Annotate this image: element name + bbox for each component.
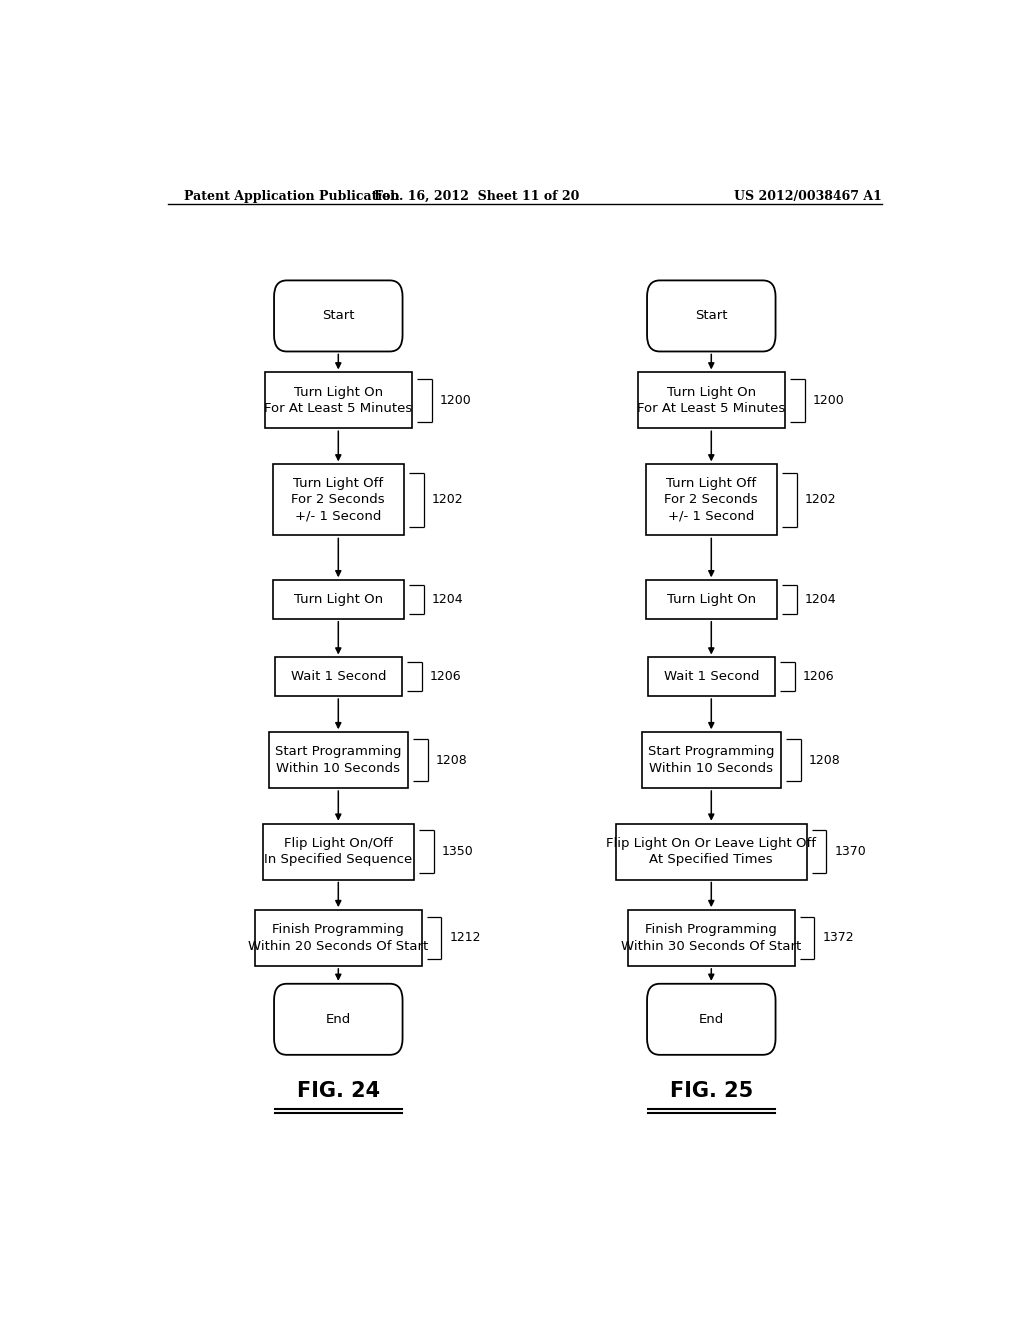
Text: Flip Light On/Off
In Specified Sequence: Flip Light On/Off In Specified Sequence [264, 837, 413, 866]
Text: 1208: 1208 [809, 754, 841, 767]
Bar [274, 657, 401, 696]
Bar [646, 581, 777, 619]
Text: Feb. 16, 2012  Sheet 11 of 20: Feb. 16, 2012 Sheet 11 of 20 [375, 190, 580, 202]
Bar [255, 909, 422, 966]
Bar [272, 581, 403, 619]
Text: End: End [698, 1012, 724, 1026]
Text: Wait 1 Second: Wait 1 Second [291, 671, 386, 684]
Text: 1208: 1208 [435, 754, 467, 767]
Text: Turn Light On
For At Least 5 Minutes: Turn Light On For At Least 5 Minutes [637, 385, 785, 414]
Text: Finish Programming
Within 20 Seconds Of Start: Finish Programming Within 20 Seconds Of … [248, 923, 428, 953]
Bar [269, 733, 408, 788]
Text: 1206: 1206 [803, 671, 835, 684]
Bar [265, 372, 412, 428]
Text: 1202: 1202 [431, 494, 463, 507]
Text: 1200: 1200 [439, 393, 471, 407]
Text: Flip Light On Or Leave Light Off
At Specified Times: Flip Light On Or Leave Light Off At Spec… [606, 837, 816, 866]
Bar [638, 372, 784, 428]
Text: Start: Start [695, 309, 727, 322]
Text: 1212: 1212 [450, 932, 481, 945]
Text: Turn Light On: Turn Light On [667, 593, 756, 606]
Text: Turn Light On
For At Least 5 Minutes: Turn Light On For At Least 5 Minutes [264, 385, 413, 414]
Bar [272, 465, 403, 536]
Text: 1204: 1204 [431, 593, 463, 606]
Text: 1202: 1202 [805, 494, 837, 507]
Text: End: End [326, 1012, 351, 1026]
FancyBboxPatch shape [274, 280, 402, 351]
Text: 1200: 1200 [812, 393, 844, 407]
Bar [642, 733, 780, 788]
Bar [648, 657, 775, 696]
Text: Start Programming
Within 10 Seconds: Start Programming Within 10 Seconds [648, 746, 774, 775]
Text: FIG. 24: FIG. 24 [297, 1081, 380, 1101]
Bar [628, 909, 795, 966]
Text: Start: Start [323, 309, 354, 322]
Text: 1206: 1206 [430, 671, 461, 684]
Text: 1372: 1372 [822, 932, 854, 945]
Text: 1204: 1204 [805, 593, 837, 606]
Text: Turn Light On: Turn Light On [294, 593, 383, 606]
Text: Patent Application Publication: Patent Application Publication [183, 190, 399, 202]
Text: Turn Light Off
For 2 Seconds
+/- 1 Second: Turn Light Off For 2 Seconds +/- 1 Secon… [665, 477, 758, 523]
Text: FIG. 25: FIG. 25 [670, 1081, 753, 1101]
Text: US 2012/0038467 A1: US 2012/0038467 A1 [734, 190, 882, 202]
Text: Finish Programming
Within 30 Seconds Of Start: Finish Programming Within 30 Seconds Of … [622, 923, 802, 953]
Text: Wait 1 Second: Wait 1 Second [664, 671, 759, 684]
FancyBboxPatch shape [647, 983, 775, 1055]
Text: 1370: 1370 [835, 845, 866, 858]
Text: Start Programming
Within 10 Seconds: Start Programming Within 10 Seconds [275, 746, 401, 775]
FancyBboxPatch shape [274, 983, 402, 1055]
Bar [616, 824, 807, 879]
Text: 1350: 1350 [441, 845, 473, 858]
Bar [646, 465, 777, 536]
Bar [263, 824, 414, 879]
Text: Turn Light Off
For 2 Seconds
+/- 1 Second: Turn Light Off For 2 Seconds +/- 1 Secon… [292, 477, 385, 523]
FancyBboxPatch shape [647, 280, 775, 351]
